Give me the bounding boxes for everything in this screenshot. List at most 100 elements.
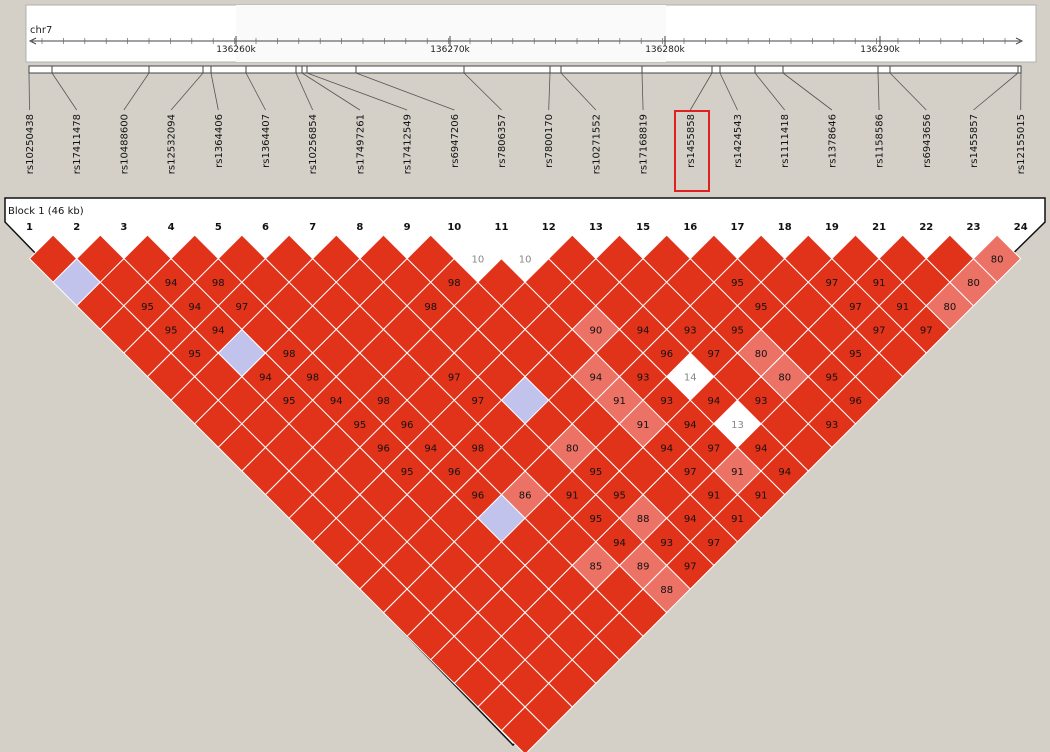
- ld-value: 97: [873, 325, 886, 336]
- marker-number: 8: [356, 222, 363, 233]
- snp-name-label[interactable]: rs1455857: [969, 114, 980, 168]
- snp-connector: [974, 73, 1019, 110]
- snp-connector: [124, 73, 149, 110]
- ld-value: 89: [637, 561, 650, 572]
- ruler-tick-label: 136260k: [216, 45, 256, 55]
- ld-value: 98: [283, 349, 296, 360]
- ld-heatmap: 9595959494949495989798989495969598969496…: [30, 235, 1021, 752]
- snp-name-label[interactable]: rs10488600: [119, 114, 130, 174]
- ld-value: 94: [778, 467, 791, 478]
- ld-value: 94: [708, 396, 721, 407]
- ld-value: 97: [849, 302, 862, 313]
- snp-connector: [52, 73, 77, 110]
- ld-value: 85: [590, 561, 603, 572]
- ld-value: 96: [448, 467, 461, 478]
- marker-number: 18: [778, 222, 792, 233]
- snp-name-label[interactable]: rs6943656: [922, 114, 933, 168]
- ld-value: 80: [755, 349, 768, 360]
- snp-name-label[interactable]: rs12155015: [1016, 114, 1027, 174]
- ld-value: 94: [637, 325, 650, 336]
- snp-name-label[interactable]: rs17412549: [403, 114, 414, 174]
- ld-value: 98: [448, 278, 461, 289]
- marker-number: 3: [120, 222, 127, 233]
- ld-value: 98: [306, 373, 319, 384]
- snp-connector: [642, 73, 643, 110]
- ld-value: 98: [212, 278, 225, 289]
- snp-connector: [307, 73, 407, 110]
- block-label[interactable]: Block 1 (46 kb): [8, 206, 84, 217]
- snp-name-label[interactable]: rs6947206: [450, 114, 461, 168]
- snp-name-label[interactable]: rs10250438: [25, 114, 36, 174]
- ld-value: 91: [708, 491, 721, 502]
- marker-number: 22: [919, 222, 933, 233]
- ld-value: 95: [590, 514, 603, 525]
- ld-value: 93: [637, 373, 650, 384]
- ld-value: 97: [236, 302, 249, 313]
- snp-name-label[interactable]: rs1364406: [214, 114, 225, 168]
- marker-number: 4: [168, 222, 175, 233]
- snp-connector: [720, 73, 738, 110]
- ld-value: 95: [188, 349, 201, 360]
- ld-value: 96: [660, 349, 673, 360]
- ld-value: 97: [708, 538, 721, 549]
- ld-value: 91: [566, 491, 579, 502]
- snp-connector: [211, 73, 218, 110]
- marker-number: 13: [589, 222, 603, 233]
- ld-value: 96: [377, 443, 390, 454]
- snp-name-label[interactable]: rs1111418: [780, 114, 791, 168]
- snp-name-label[interactable]: rs17411478: [72, 114, 83, 174]
- marker-number: 15: [636, 222, 650, 233]
- snp-name-label[interactable]: rs17168819: [639, 114, 650, 174]
- snp-connector: [464, 73, 502, 110]
- ld-value: 91: [613, 396, 626, 407]
- ld-value: 95: [141, 302, 154, 313]
- ld-value: 95: [354, 420, 367, 431]
- ld-value: 98: [424, 302, 437, 313]
- snp-connector: [246, 73, 266, 110]
- ld-value: 80: [566, 443, 579, 454]
- snp-name-label[interactable]: rs1378646: [827, 114, 838, 168]
- snp-name-label[interactable]: rs10256854: [308, 114, 319, 174]
- ld-value: 93: [755, 396, 768, 407]
- ld-value: 91: [731, 467, 744, 478]
- marker-number: 9: [404, 222, 411, 233]
- snp-name-label[interactable]: rs17497261: [355, 114, 366, 174]
- ld-value: 91: [755, 491, 768, 502]
- ld-value: 93: [660, 396, 673, 407]
- ld-value: 10: [472, 255, 485, 266]
- ld-value: 94: [165, 278, 178, 289]
- ld-value: 95: [755, 302, 768, 313]
- snp-name-label[interactable]: rs10271552: [591, 114, 602, 174]
- marker-number: 1: [26, 222, 33, 233]
- snp-name-label[interactable]: rs7806357: [497, 114, 508, 168]
- snp-name-label[interactable]: rs1424543: [733, 114, 744, 168]
- ld-value: 95: [731, 325, 744, 336]
- snp-name-label[interactable]: rs1158586: [875, 114, 886, 168]
- snp-name-label[interactable]: rs12532094: [167, 114, 178, 174]
- ld-value: 95: [731, 278, 744, 289]
- ld-value: 97: [708, 443, 721, 454]
- snp-name-label[interactable]: rs1455858: [686, 114, 697, 168]
- marker-number: 5: [215, 222, 222, 233]
- ld-value: 95: [826, 373, 839, 384]
- ld-value: 98: [472, 443, 485, 454]
- ld-value: 95: [590, 467, 603, 478]
- snp-name-label[interactable]: rs7800170: [544, 114, 555, 168]
- marker-number: 2: [73, 222, 80, 233]
- ld-value: 97: [448, 373, 461, 384]
- ld-value: 97: [708, 349, 721, 360]
- ld-value: 96: [401, 420, 414, 431]
- snp-connector: [549, 73, 550, 110]
- ld-value: 86: [519, 491, 532, 502]
- ld-value: 94: [259, 373, 272, 384]
- ld-value: 10: [519, 255, 532, 266]
- marker-number: 12: [542, 222, 556, 233]
- snp-name-label[interactable]: rs1364407: [261, 114, 272, 168]
- snp-connector: [171, 73, 203, 110]
- snp-connector: [356, 73, 454, 110]
- ld-value: 90: [590, 325, 603, 336]
- marker-number: 7: [309, 222, 316, 233]
- ld-value: 93: [826, 420, 839, 431]
- snp-connector: [690, 73, 712, 110]
- ld-value: 97: [826, 278, 839, 289]
